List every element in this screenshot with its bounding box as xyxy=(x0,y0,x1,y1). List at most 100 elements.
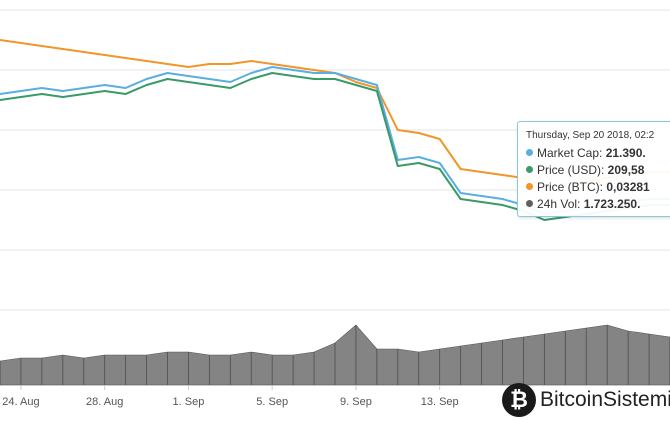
x-tick-label: 28. Aug xyxy=(86,396,123,408)
data-point xyxy=(124,57,127,59)
data-point xyxy=(187,75,190,77)
tooltip-value: 1.723.250. xyxy=(583,197,641,211)
data-point xyxy=(61,90,64,92)
watermark: ₿ BitcoinSistemi xyxy=(502,382,670,418)
tooltip-label: Market Cap: xyxy=(537,146,606,160)
data-point xyxy=(438,138,441,140)
data-point xyxy=(208,84,211,86)
data-point xyxy=(376,90,378,92)
volume-area xyxy=(0,324,670,386)
data-point xyxy=(20,90,22,92)
tooltip-value: 0,03281 xyxy=(606,180,650,194)
data-point xyxy=(0,39,1,41)
market-cap-dot-icon xyxy=(526,149,533,156)
data-point xyxy=(480,171,483,173)
data-point xyxy=(334,78,336,80)
data-point xyxy=(41,87,43,89)
tooltip-label: Price (BTC): xyxy=(537,180,607,194)
data-point xyxy=(145,60,148,62)
data-point xyxy=(313,78,315,80)
data-point xyxy=(438,168,441,170)
data-point xyxy=(41,93,43,95)
x-tick-label: 13. Sep xyxy=(421,396,459,408)
data-point xyxy=(292,75,294,77)
data-point xyxy=(103,54,106,56)
data-point xyxy=(250,72,253,74)
data-point xyxy=(334,72,336,74)
tooltip-label: Price (USD): xyxy=(537,163,608,177)
tooltip-row-price-btc: Price (BTC): 0,03281 xyxy=(526,179,670,196)
data-point xyxy=(124,87,127,89)
data-point xyxy=(501,198,504,200)
volume-dot-icon xyxy=(526,200,533,207)
data-point xyxy=(166,63,169,65)
data-point xyxy=(61,48,64,50)
tooltip-row-market-cap: Market Cap: 21.390. xyxy=(526,145,670,162)
data-point xyxy=(82,93,85,95)
data-point xyxy=(376,84,378,86)
price-btc-dot-icon xyxy=(526,183,533,190)
data-point xyxy=(396,165,399,167)
x-tick-label: 1. Sep xyxy=(173,396,205,408)
data-point xyxy=(355,81,357,83)
data-point xyxy=(292,66,294,68)
data-tooltip: Thursday, Sep 20 2018, 02:2 Market Cap: … xyxy=(517,121,670,217)
tooltip-date: Thursday, Sep 20 2018, 02:2 xyxy=(526,130,655,141)
data-point xyxy=(438,162,441,164)
data-point xyxy=(355,78,357,80)
data-point xyxy=(459,168,462,170)
data-point xyxy=(271,72,274,74)
data-point xyxy=(396,159,399,161)
data-point xyxy=(480,201,483,203)
data-point xyxy=(459,198,462,200)
x-tick-label: 24. Aug xyxy=(2,396,39,408)
data-point xyxy=(355,84,357,86)
bitcoin-logo-icon: ₿ xyxy=(502,383,536,417)
x-axis: 24. Aug 28. Aug 1. Sep 5. Sep 9. Sep 13. Sep xyxy=(2,385,459,408)
tooltip-value: 21.390. xyxy=(605,146,646,160)
x-tick-label: 9. Sep xyxy=(340,396,372,408)
tooltip-row-volume: 24h Vol: 1.723.250. xyxy=(526,196,670,213)
data-point xyxy=(229,87,232,89)
data-point xyxy=(166,78,169,80)
data-point xyxy=(187,66,190,68)
data-point xyxy=(208,63,211,65)
data-point xyxy=(124,93,127,95)
data-point xyxy=(271,63,274,65)
data-point xyxy=(145,84,148,86)
data-point xyxy=(292,69,294,71)
data-point xyxy=(41,45,43,47)
data-point xyxy=(229,63,232,65)
data-point xyxy=(501,174,504,176)
data-point xyxy=(20,96,22,98)
bitcoin-glyph: ₿ xyxy=(510,387,528,412)
data-point xyxy=(0,99,1,101)
data-point xyxy=(271,66,274,68)
tooltip-value: 209,58 xyxy=(607,163,645,177)
data-point xyxy=(145,78,148,80)
data-point xyxy=(187,81,190,83)
x-tick-label: 5. Sep xyxy=(256,396,288,408)
price-usd-dot-icon xyxy=(526,166,533,173)
data-point xyxy=(313,72,315,74)
data-point xyxy=(166,72,169,74)
tooltip-label: 24h Vol: xyxy=(537,197,584,211)
data-point xyxy=(61,96,64,98)
data-point xyxy=(20,42,22,44)
data-point xyxy=(229,81,232,83)
data-point xyxy=(82,87,85,89)
data-point xyxy=(208,78,211,80)
data-point xyxy=(417,162,420,164)
data-point xyxy=(103,90,106,92)
data-point xyxy=(417,132,420,134)
tooltip-row-price-usd: Price (USD): 209,58 xyxy=(526,162,670,179)
data-point xyxy=(313,69,315,71)
watermark-text: BitcoinSistemi xyxy=(540,388,670,411)
data-point xyxy=(396,129,399,131)
data-point xyxy=(459,192,462,194)
data-point xyxy=(543,219,546,221)
data-point xyxy=(250,78,253,80)
data-point xyxy=(82,51,85,53)
